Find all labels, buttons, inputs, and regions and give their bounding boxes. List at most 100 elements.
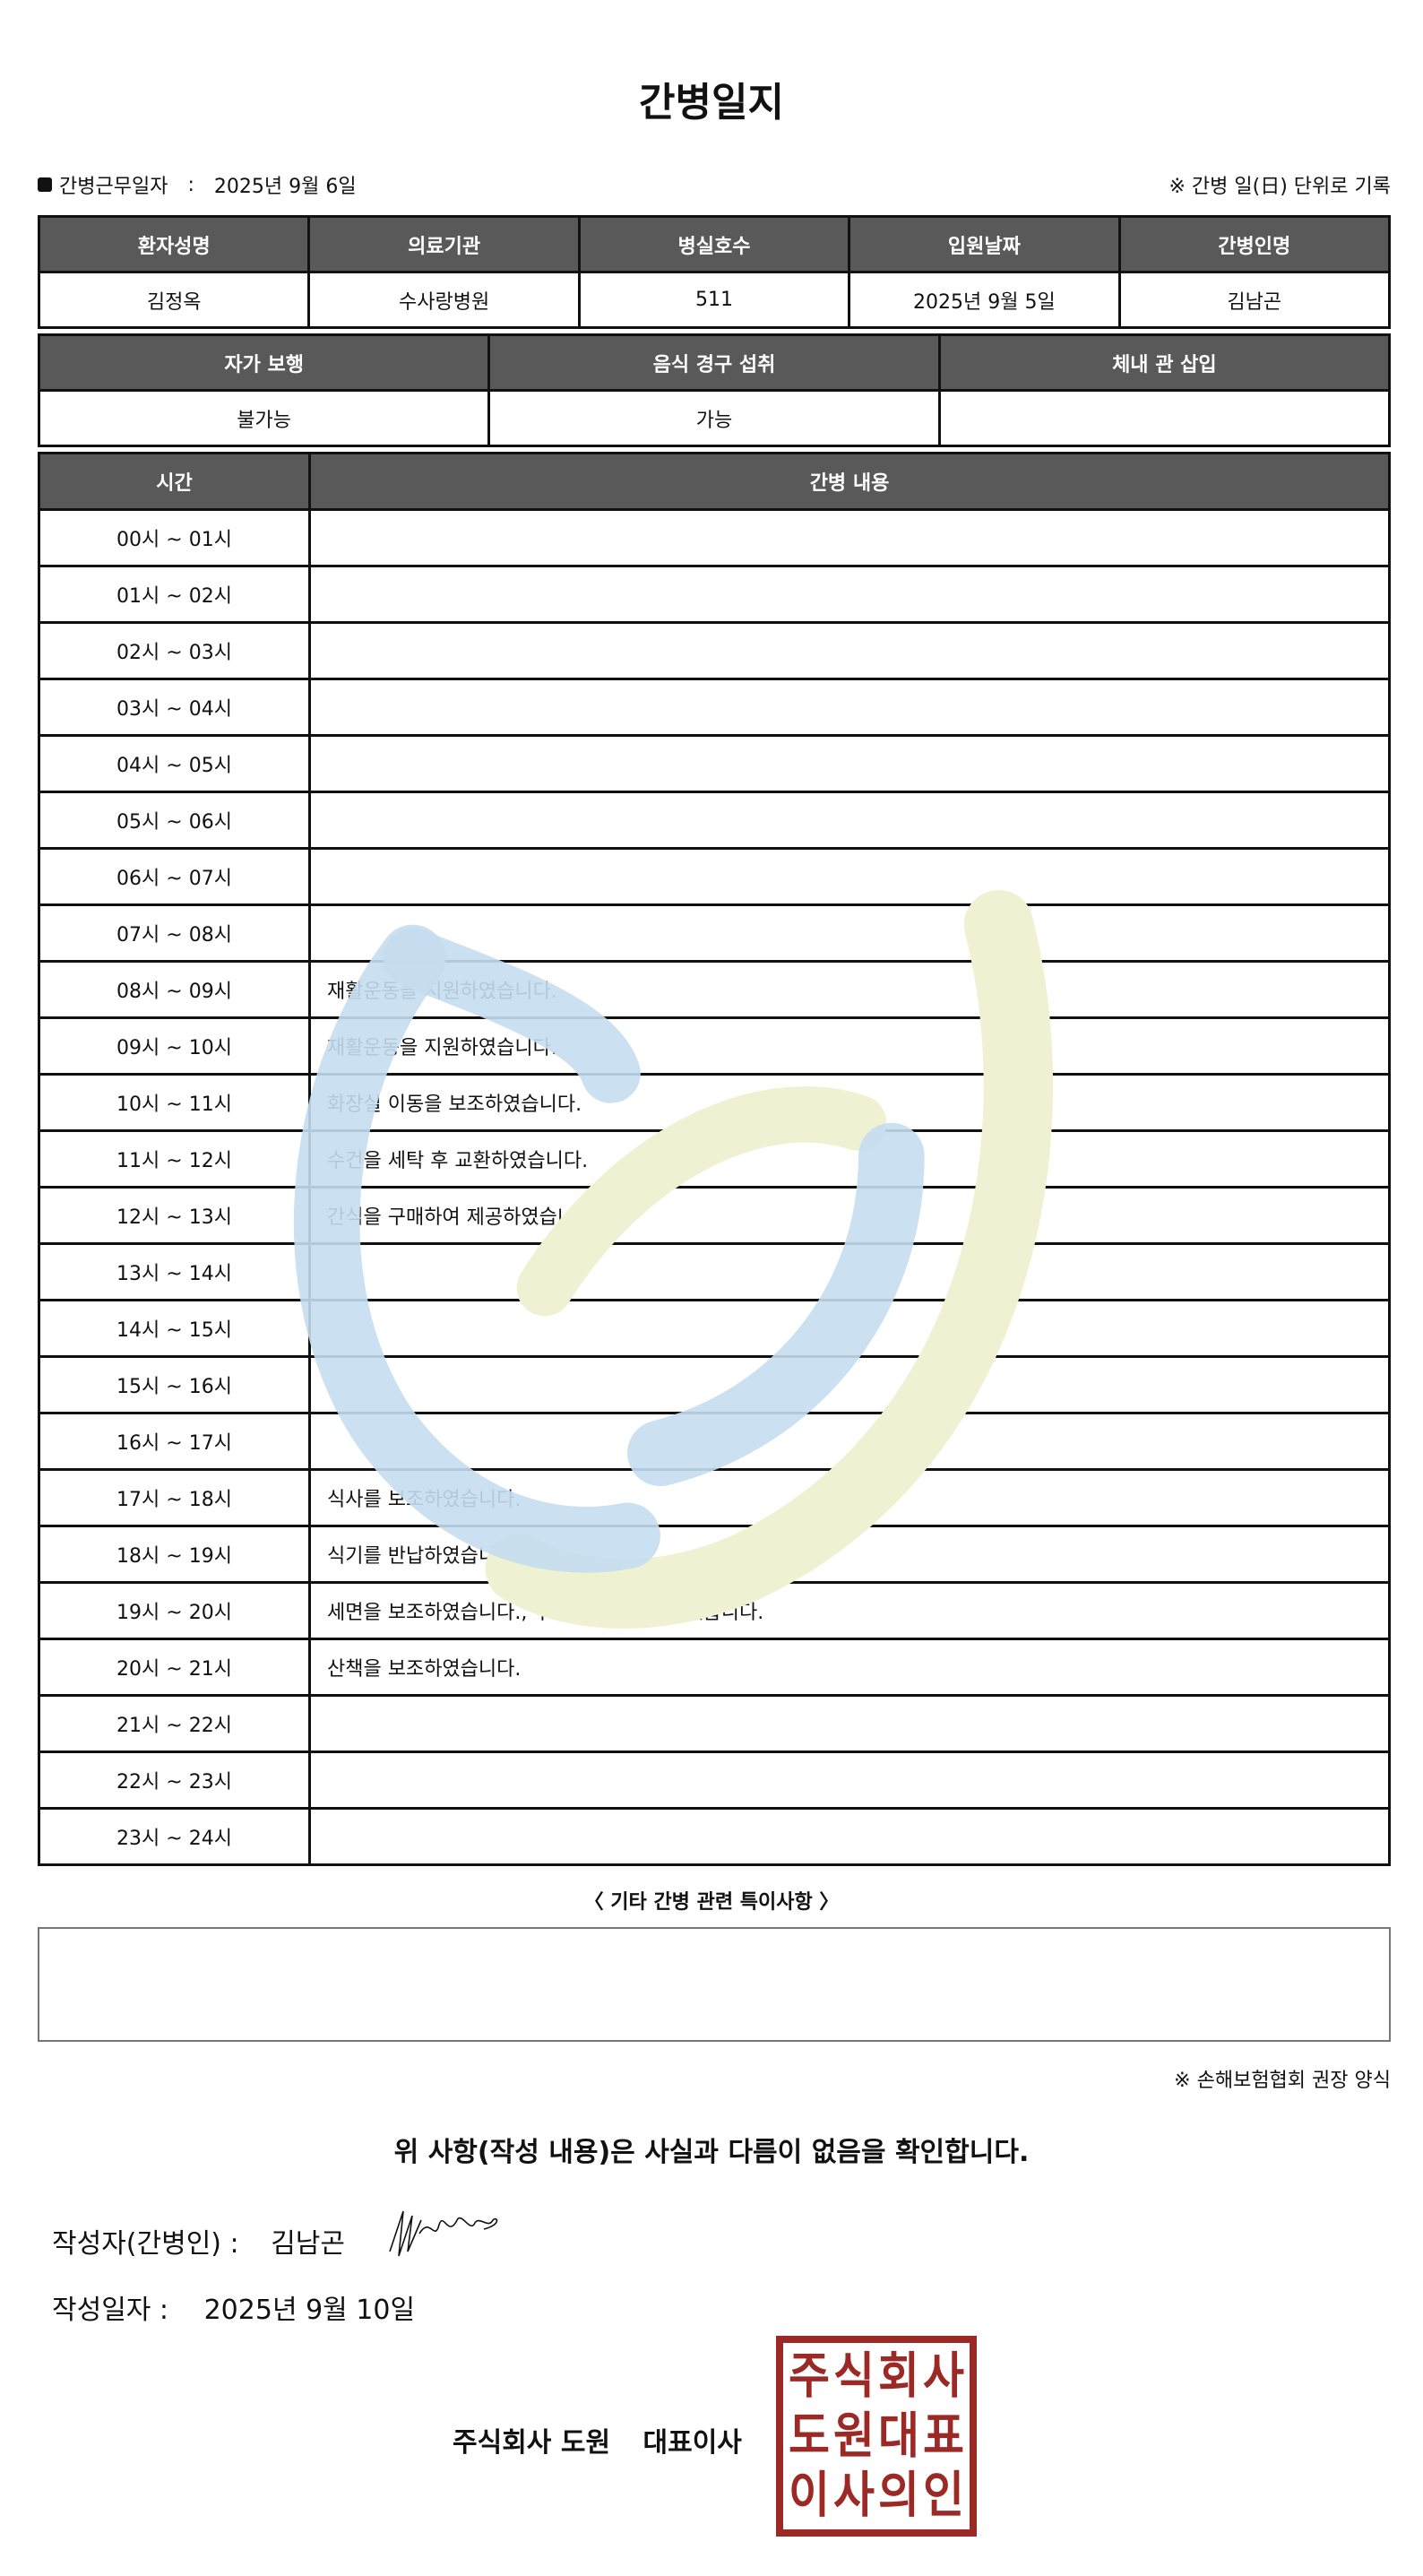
table-row: 06시 ~ 07시 [38,847,1391,906]
table-row: 00시 ~ 01시 [38,508,1391,567]
bullet-square-icon [38,177,52,192]
care-content-cell [308,678,1391,737]
time-cell: 06시 ~ 07시 [38,847,311,906]
table-row: 15시 ~ 16시 [38,1355,1391,1414]
seal-character: 인 [923,2467,964,2525]
confirmation-statement: 위 사항(작성 내용)은 사실과 다름이 없음을 확인합니다. [393,2137,1030,2168]
table-row: 14시 ~ 15시 [38,1299,1391,1358]
form-note: ※ 손해보험협회 권장 양식 [1174,2070,1391,2092]
table-row: 12시 ~ 13시 간식을 구매하여 제공하였습니다. [38,1186,1391,1245]
care-content-cell: 수건을 세탁 후 교환하였습니다. [308,1129,1391,1189]
time-cell: 14시 ~ 15시 [38,1299,311,1358]
admission-date: 2025년 9월 5일 [848,271,1121,329]
time-cell: 20시 ~ 21시 [38,1638,311,1697]
care-log-table: 시간 간병 내용 00시 ~ 01시 01시 ~ 02시 02시 ~ 03시 03시 … [38,452,1391,1866]
time-cell: 16시 ~ 17시 [38,1412,311,1471]
care-content-cell: 화장실 이동을 보조하였습니다. [308,1073,1391,1132]
caregiver-name: 김남곤 [1117,271,1392,329]
time-cell: 02시 ~ 03시 [38,621,311,680]
care-content-cell [308,565,1391,624]
care-content-cell [308,847,1391,906]
header-care-content: 간병 내용 [308,452,1391,511]
care-content-cell: 식기를 반납하였습니다. [308,1525,1391,1584]
header-time: 시간 [38,452,311,511]
header-caregiver-name: 간병인명 [1117,215,1392,273]
duty-date-value: 2025년 9월 6일 [213,176,357,198]
header-admission-date: 입원날짜 [848,215,1121,273]
care-content-cell [308,1355,1391,1414]
care-content-cell: 식사를 보조하였습니다. [308,1468,1391,1527]
seal-character: 대 [878,2407,919,2465]
seal-character: 회 [878,2347,919,2405]
duty-date-label: 간병근무일자 [59,176,168,198]
table-row: 19시 ~ 20시 세면을 보조하였습니다., 구강청결을 지원하였습니다. [38,1581,1391,1640]
table-row: 02시 ~ 03시 [38,621,1391,680]
unit-note: ※ 간병 일(日) 단위로 기록 [1169,176,1392,198]
table-row: 07시 ~ 08시 [38,903,1391,963]
care-content-cell: 재활운동을 지원하였습니다. [308,1016,1391,1076]
time-cell: 07시 ~ 08시 [38,903,311,963]
care-content-cell: 산책을 보조하였습니다. [308,1638,1391,1697]
duty-date: 간병근무일자 : 2025년 9월 6일 [38,170,357,199]
care-content-cell: 재활운동을 지원하였습니다. [308,960,1391,1019]
time-cell: 05시 ~ 06시 [38,791,311,850]
seal-character: 주 [789,2347,830,2405]
table-row: 22시 ~ 23시 [38,1750,1391,1810]
representative-title: 대표이사 [643,2427,742,2459]
seal-character: 사 [923,2347,964,2405]
status-table: 자가 보행 음식 경구 섭취 체내 관 삽입 불가능 가능 [37,333,1392,447]
care-content-cell: 간식을 구매하여 제공하였습니다. [308,1186,1391,1245]
time-cell: 18시 ~ 19시 [38,1525,311,1584]
care-content-cell [308,1299,1391,1358]
time-cell: 10시 ~ 11시 [38,1073,311,1132]
table-row: 17시 ~ 18시 식사를 보조하였습니다. [38,1468,1391,1527]
time-cell: 23시 ~ 24시 [38,1807,311,1866]
written-date-label: 작성일자 : [52,2295,169,2326]
author-line: 작성자(간병인) : 김남곤 [52,2221,345,2260]
time-cell: 15시 ~ 16시 [38,1355,311,1414]
header-tube-insertion: 체내 관 삽입 [937,333,1392,392]
time-cell: 13시 ~ 14시 [38,1242,311,1301]
room: 511 [577,271,851,329]
seal-character: 원 [833,2407,875,2465]
seal-character: 사 [833,2467,875,2525]
remarks-box [38,1927,1391,2042]
hospital: 수사랑병원 [307,271,581,329]
tube-insertion [937,389,1392,447]
time-cell: 03시 ~ 04시 [38,678,311,737]
seal-character: 도 [789,2407,830,2465]
seal-character: 표 [923,2407,964,2465]
remarks-label: 〈 기타 간병 관련 특이사항 〉 [583,1891,840,1914]
time-cell: 00시 ~ 01시 [38,508,311,567]
table-row: 11시 ~ 12시 수건을 세탁 후 교환하였습니다. [38,1129,1391,1189]
table-row: 09시 ~ 10시 재활운동을 지원하였습니다. [38,1016,1391,1076]
time-cell: 12시 ~ 13시 [38,1186,311,1245]
table-row: 18시 ~ 19시 식기를 반납하였습니다. [38,1525,1391,1584]
time-cell: 01시 ~ 02시 [38,565,311,624]
patient-name: 김정옥 [37,271,311,329]
table-row: 16시 ~ 17시 [38,1412,1391,1471]
header-room: 병실호수 [577,215,851,273]
table-row: 23시 ~ 24시 [38,1807,1391,1866]
signature-image [389,2210,498,2257]
care-content-cell [308,621,1391,680]
table-row: 21시 ~ 22시 [38,1694,1391,1753]
table-row: 04시 ~ 05시 [38,734,1391,793]
care-content-cell [308,1412,1391,1471]
seal-character: 식 [833,2347,875,2405]
table-row: 03시 ~ 04시 [38,678,1391,737]
care-content-cell [308,791,1391,850]
author-label: 작성자(간병인) : [52,2228,239,2260]
care-content-cell [308,903,1391,963]
care-content-cell [308,1242,1391,1301]
care-content-cell [308,1750,1391,1810]
care-content-cell [308,508,1391,567]
care-content-cell [308,1694,1391,1753]
page-title: 간병일지 [639,80,784,125]
time-cell: 04시 ~ 05시 [38,734,311,793]
care-content-cell [308,1807,1391,1866]
duty-date-sep: : [187,173,194,196]
care-content-cell [308,734,1391,793]
time-cell: 08시 ~ 09시 [38,960,311,1019]
oral-intake: 가능 [487,389,941,447]
